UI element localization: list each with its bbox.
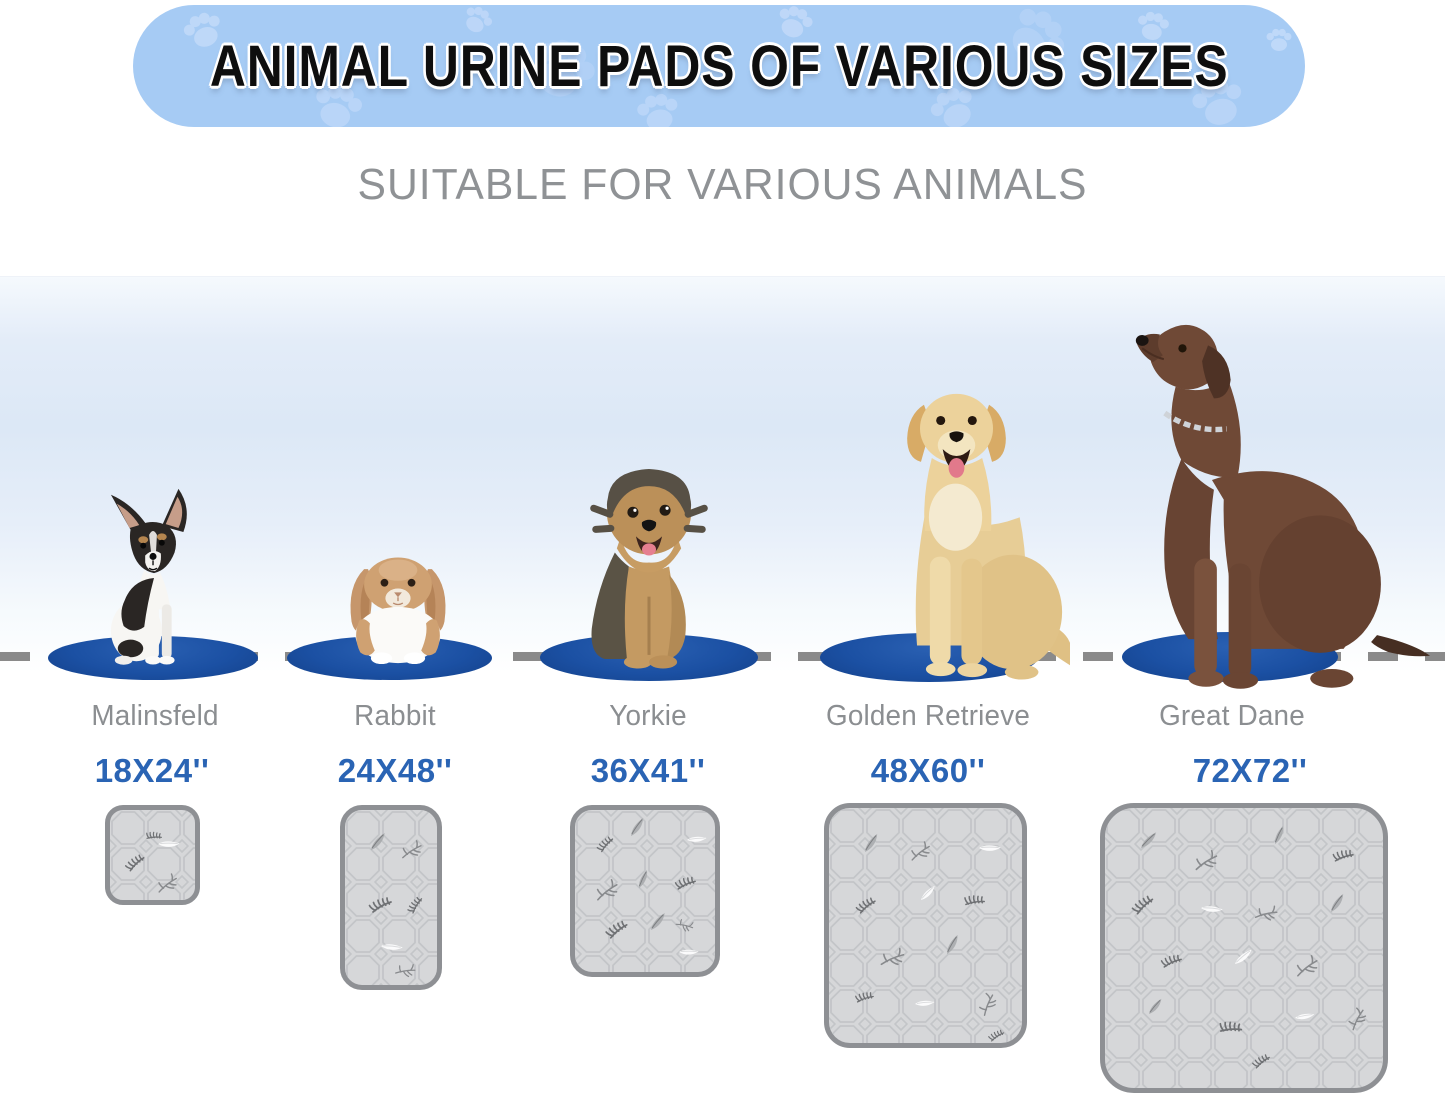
pee-pad-preview-24x48 — [340, 805, 442, 990]
page-title: ANIMAL URINE PADS OF VARIOUS SIZES — [209, 33, 1229, 99]
animal-name-label: Malinsfeld — [91, 700, 219, 732]
pee-pad-preview-48x60 — [824, 803, 1027, 1048]
pad-texture — [1105, 808, 1383, 1088]
animal-name-label: Yorkie — [609, 700, 687, 732]
animal-name-label: Great Dane — [1159, 700, 1305, 732]
pad-size-label: 18X24'' — [94, 752, 210, 789]
pee-pad-preview-18x24 — [105, 805, 200, 905]
pad-size-label: 24X48'' — [337, 752, 453, 789]
subtitle: SUITABLE FOR VARIOUS ANIMALS — [357, 160, 1088, 209]
animal-name-label: Golden Retrieve — [825, 700, 1031, 732]
banner: ANIMAL URINE PADS OF VARIOUS SIZES — [133, 5, 1305, 127]
animal-illustration-great-dane — [1135, 324, 1431, 689]
pad-size-label: 48X60'' — [870, 752, 986, 789]
pee-pad-preview-36x41 — [570, 805, 720, 977]
pad-texture — [575, 810, 715, 972]
pad-texture — [110, 810, 195, 900]
animal-illustration-malinsfeld — [110, 488, 187, 665]
pad-texture — [345, 810, 437, 985]
animal-illustration-golden-retriever — [907, 393, 1070, 680]
pad-size-label: 36X41'' — [590, 752, 706, 789]
animal-name-label: Rabbit — [354, 700, 436, 732]
pee-pad-preview-72x72 — [1100, 803, 1388, 1093]
pad-size-label: 72X72'' — [1192, 752, 1308, 789]
pad-texture — [829, 808, 1022, 1043]
animal-illustration-yorkie — [590, 469, 708, 669]
animal-illustration-rabbit — [350, 557, 446, 665]
